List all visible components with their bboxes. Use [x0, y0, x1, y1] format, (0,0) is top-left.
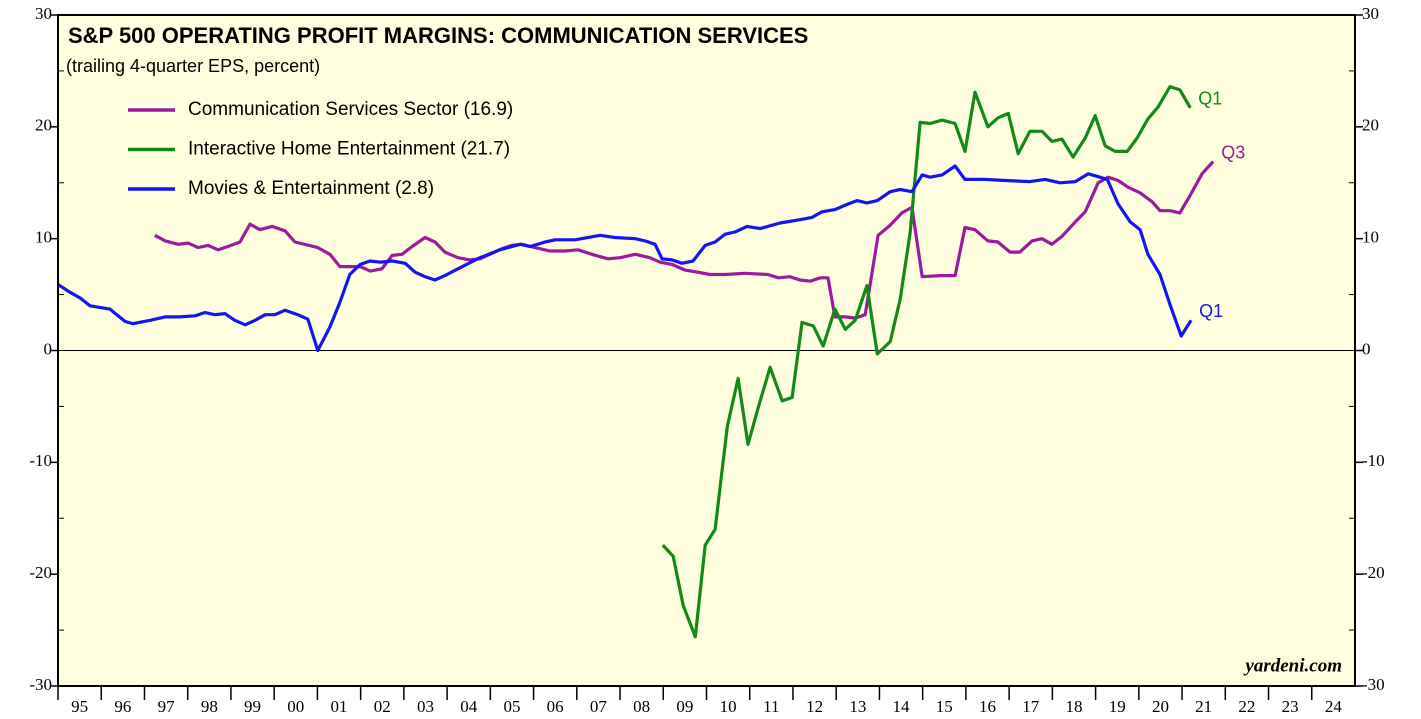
- chart-title: S&P 500 OPERATING PROFIT MARGINS: COMMUN…: [68, 23, 808, 48]
- x-tick-label: 18: [1065, 697, 1082, 716]
- y2-tick-label: 10: [1362, 228, 1379, 247]
- x-tick-label: 08: [633, 697, 650, 716]
- x-tick-label: 96: [114, 697, 131, 716]
- x-tick-label: 14: [893, 697, 911, 716]
- x-tick-label: 10: [720, 697, 737, 716]
- y-tick-label: -20: [29, 563, 52, 582]
- y-tick-label: -30: [29, 675, 52, 694]
- x-tick-label: 22: [1238, 697, 1255, 716]
- x-tick-label: 03: [417, 697, 434, 716]
- x-tick-label: 97: [158, 697, 176, 716]
- series-line: [661, 85, 1192, 639]
- marks: Q3 Communication Services Sector (16.9) Q1…: [57, 85, 1245, 639]
- x-tick-label: 11: [763, 697, 779, 716]
- x-tick-label: 13: [849, 697, 866, 716]
- x-tick-label: 98: [201, 697, 218, 716]
- y2-tick-label: 0: [1362, 339, 1371, 358]
- y-tick-label: 20: [35, 116, 52, 135]
- end-label: Q3: [1221, 142, 1245, 162]
- x-tick-label: 05: [503, 697, 520, 716]
- y-tick-label: 10: [35, 228, 52, 247]
- x-tick-label: 21: [1195, 697, 1212, 716]
- y2-tick-label: 30: [1362, 4, 1379, 23]
- x-tick-label: 06: [547, 697, 564, 716]
- x-tick-label: 19: [1109, 697, 1126, 716]
- y-tick-label: 30: [35, 4, 52, 23]
- y2-tick-label: 20: [1362, 116, 1379, 135]
- plot-frame: [57, 14, 1356, 687]
- y2-tick-label: -30: [1362, 675, 1385, 694]
- x-tick-label: 23: [1282, 697, 1299, 716]
- series-line: [154, 160, 1215, 320]
- end-label: Q1: [1198, 89, 1222, 109]
- x-tick-label: 20: [1152, 697, 1169, 716]
- x-tick-label: 95: [71, 697, 88, 716]
- x-tick-label: 16: [979, 697, 996, 716]
- x-tick-label: 24: [1325, 697, 1343, 716]
- source-label: yardeni.com: [1243, 655, 1342, 676]
- legend-label: Movies & Entertainment (2.8): [188, 178, 434, 199]
- legend-label: Interactive Home Entertainment (21.7): [188, 139, 510, 160]
- legend-label: Communication Services Sector (16.9): [188, 99, 513, 120]
- x-tick-label: 99: [244, 697, 261, 716]
- x-tick-label: 02: [374, 697, 391, 716]
- x-tick-label: 07: [590, 697, 608, 716]
- y2-tick-label: -20: [1362, 563, 1385, 582]
- y-tick-label: 0: [44, 339, 53, 358]
- x-tick-label: 15: [936, 697, 953, 716]
- x-tick-label: 12: [806, 697, 823, 716]
- end-label: Q1: [1199, 301, 1223, 321]
- y2-tick-label: -10: [1362, 451, 1385, 470]
- y-tick-label: -10: [29, 451, 52, 470]
- x-tick-label: 04: [460, 697, 478, 716]
- x-tick-label: 01: [331, 697, 348, 716]
- series-line: [57, 164, 1193, 353]
- chart-subtitle: (trailing 4-quarter EPS, percent): [66, 56, 320, 76]
- x-tick-label: 17: [1022, 697, 1040, 716]
- x-tick-label: 09: [676, 697, 693, 716]
- x-tick-label: 00: [287, 697, 304, 716]
